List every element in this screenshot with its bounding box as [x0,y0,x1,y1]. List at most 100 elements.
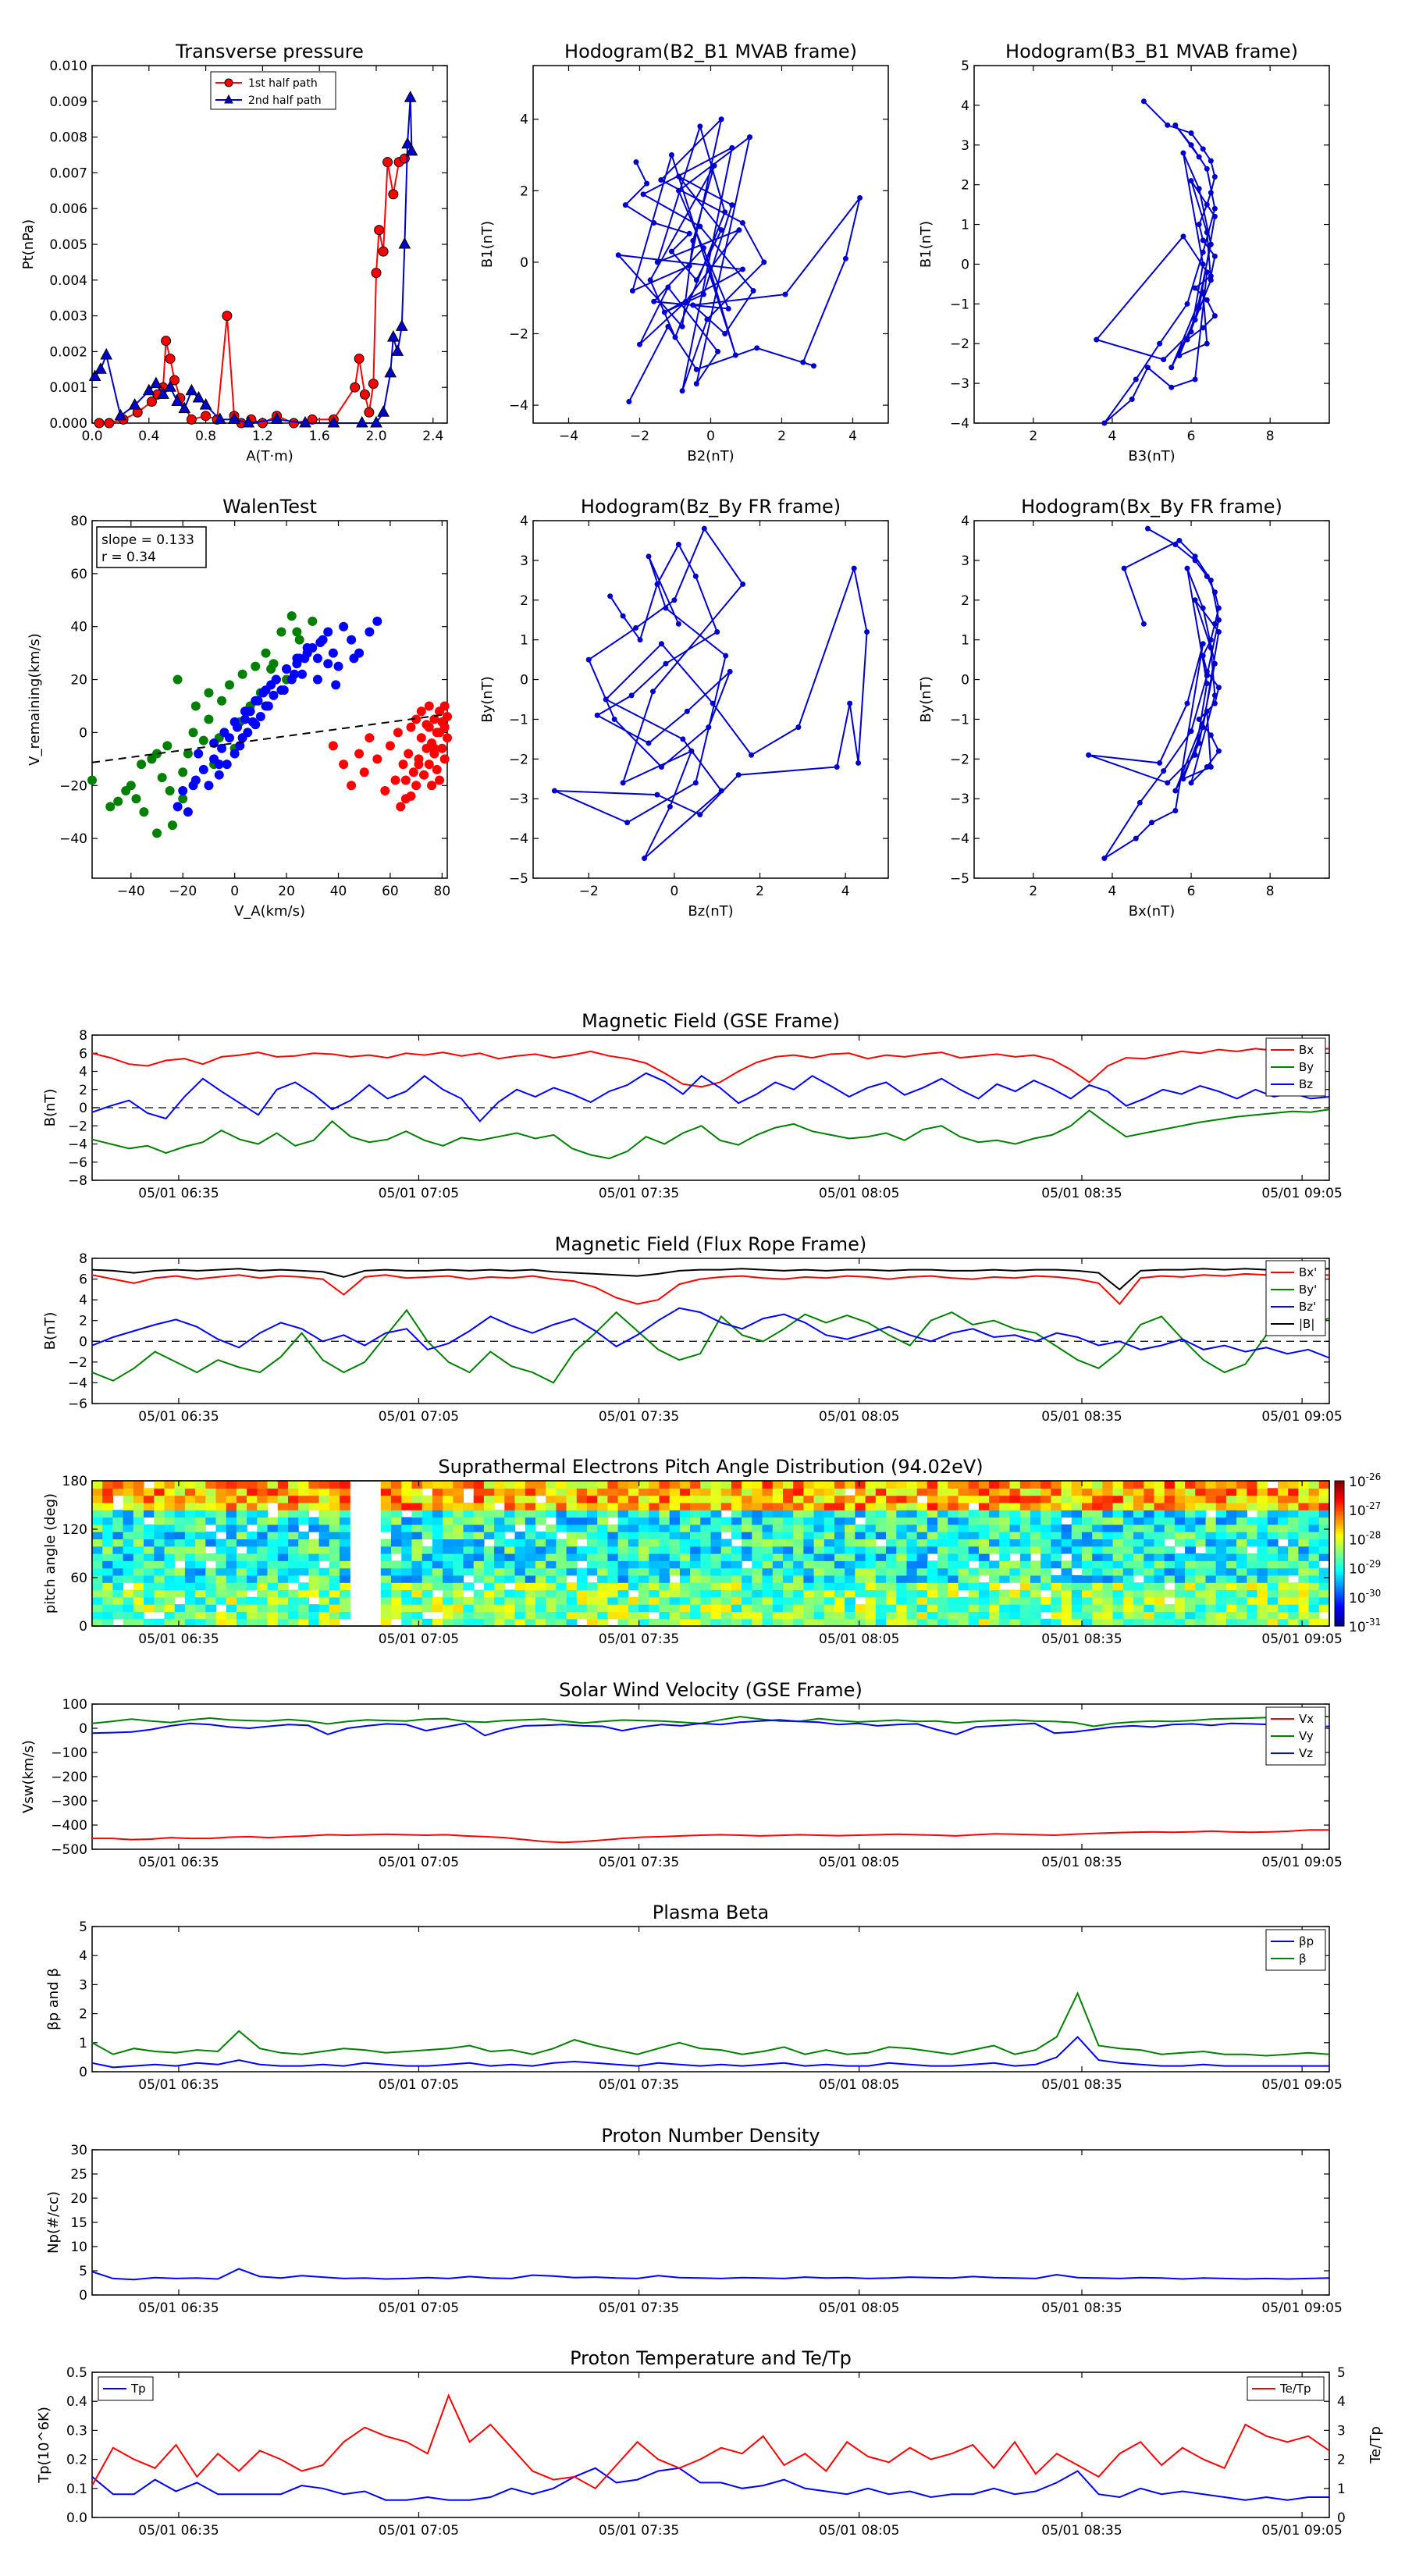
heatmap-cell [1154,1546,1165,1554]
heatmap-cell [813,1495,825,1503]
x-tick-label: 05/01 07:05 [379,2523,459,2539]
heatmap-cell [783,1495,794,1503]
heatmap-cell [762,1604,774,1612]
heatmap-cell [483,1546,495,1554]
heatmap-cell [247,1532,258,1539]
heatmap-cell [1318,1495,1330,1503]
y-axis-label: Pt(nPa) [20,219,37,269]
heatmap-cell [1308,1502,1320,1510]
heatmap-cell [896,1611,908,1620]
y-tick-label: −4 [509,398,528,414]
colorbar-segment [1335,1596,1344,1600]
heatmap-cell [112,1510,124,1518]
heatmap-cell [463,1582,475,1591]
colorbar-segment [1335,1485,1344,1489]
heatmap-cell [1030,1596,1041,1605]
heatmap-cell [318,1546,330,1554]
heatmap-cell [1308,1604,1320,1612]
y-tick-label: −100 [51,1745,87,1761]
data-point [676,187,682,194]
colorbar-segment [1335,1519,1344,1523]
heatmap-cell [102,1574,113,1583]
heatmap-cell [247,1502,258,1510]
heatmap-cell [267,1611,279,1620]
heatmap-cell [803,1589,815,1598]
heatmap-cell [958,1524,969,1532]
heatmap-cell [133,1618,144,1627]
data-point [251,696,261,706]
heatmap-cell [174,1611,186,1620]
heatmap-cell [1267,1618,1279,1627]
data-point [242,415,255,428]
heatmap-cell [1019,1604,1031,1612]
heatmap-cell [1185,1524,1196,1532]
colorbar-segment [1335,1550,1344,1554]
data-point [729,144,735,151]
heatmap-cell [948,1567,959,1576]
heatmap-cell [380,1539,392,1547]
heatmap-cell [1092,1502,1103,1510]
x-tick-label: 4 [841,884,850,899]
y-tick-label: 0.003 [49,309,87,325]
heatmap-cell [999,1481,1011,1489]
data-point [137,760,147,770]
heatmap-cell [617,1560,629,1569]
x-tick-label: 05/01 08:35 [1041,1409,1122,1425]
data-point [385,741,395,751]
heatmap-cell [937,1618,948,1627]
heatmap-cell [133,1596,144,1605]
chart-4: Hodogram(Bz_By FR frame)−2 0 2 4−5−4−3−2−10… [479,496,889,920]
colorbar-segment [1335,1582,1344,1585]
heatmap-cell [1236,1611,1247,1620]
heatmap-cell [865,1539,877,1547]
heatmap-cell [546,1481,557,1489]
heatmap-cell [215,1495,227,1503]
heatmap-cell [700,1589,712,1598]
heatmap-cell [164,1524,176,1532]
heatmap-cell [906,1539,918,1547]
heatmap-cell [649,1546,660,1554]
heatmap-cell [968,1589,980,1598]
colorbar-segment [1335,1521,1344,1525]
heatmap-cell [999,1495,1011,1503]
heatmap-cell [607,1611,619,1620]
heatmap-cell [948,1502,959,1510]
data-point [237,733,247,743]
heatmap-cell [318,1574,330,1583]
heatmap-cell [813,1618,825,1627]
heatmap-cell [473,1618,485,1627]
x-tick-label: 05/01 08:35 [1041,2523,1122,2539]
data-point [1157,760,1163,766]
heatmap-cell [257,1488,269,1496]
chart-title: Hodogram(B3_B1 MVAB frame) [1005,41,1298,62]
heatmap-cell [102,1582,113,1591]
x-tick-label: 05/01 09:05 [1261,2077,1342,2093]
heatmap-cell [700,1517,712,1525]
heatmap-cell [597,1582,608,1591]
colorbar-segment [1335,1616,1344,1620]
heatmap-cell [102,1618,113,1627]
heatmap-cell [504,1546,516,1554]
heatmap-cell [123,1596,134,1605]
data-point [637,341,642,347]
heatmap-cell [875,1618,887,1627]
heatmap-cell [1144,1618,1155,1627]
heatmap-cell [236,1481,247,1489]
heatmap-cell [1144,1596,1155,1605]
colorbar-segment [1335,1567,1344,1571]
y-right-tick-label: 3 [1337,2423,1346,2439]
heatmap-cell [112,1517,124,1525]
heatmap-cell [1030,1574,1041,1583]
heatmap-cell [999,1618,1011,1627]
heatmap-cell [731,1488,742,1496]
x-axis-label: Bz(nT) [688,903,733,920]
data-point [654,259,660,265]
heatmap-cell [1102,1567,1114,1576]
heatmap-cell [1195,1574,1207,1583]
heatmap-cell [1257,1510,1268,1518]
heatmap-cell [793,1618,804,1627]
heatmap-cell [525,1574,536,1583]
heatmap-cell [607,1495,619,1503]
heatmap-cell [453,1546,464,1554]
heatmap-cell [1154,1517,1165,1525]
